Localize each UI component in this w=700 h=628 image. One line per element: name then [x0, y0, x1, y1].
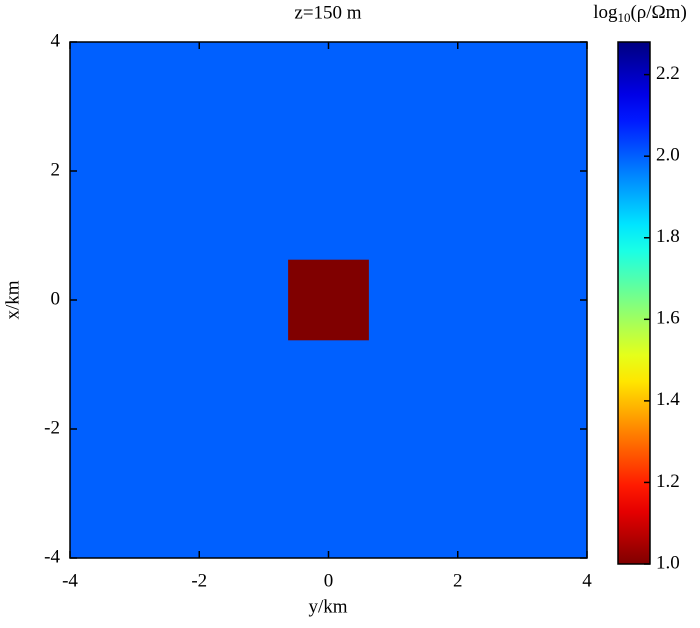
x-tick-label: 0: [324, 570, 334, 591]
y-tick-label: 4: [51, 30, 61, 51]
x-axis-label: y/km: [308, 596, 347, 617]
y-tick-label: 0: [51, 288, 61, 309]
y-tick-label: -2: [44, 417, 60, 438]
colorbar-tick-label: 2.2: [656, 63, 680, 84]
x-tick-label: 2: [453, 570, 463, 591]
colorbar-tick-label: 1.6: [656, 308, 680, 329]
colorbar-tick-label: 1.2: [656, 471, 680, 492]
colorbar-tick-label: 2.0: [656, 145, 680, 166]
colorbar-label-part: 10: [617, 10, 630, 25]
y-axis-label: x/km: [2, 280, 23, 319]
colorbar-tick-label: 1.0: [656, 552, 680, 573]
x-tick-label: -2: [191, 570, 207, 591]
colorbar-tick-label: 1.4: [656, 389, 680, 410]
x-tick-label: 4: [582, 570, 592, 591]
plot-area: [70, 42, 587, 558]
colorbar-label-part: (ρ/Ωm): [630, 2, 686, 23]
x-tick-label: -4: [62, 570, 78, 591]
colorbar-label-part: log: [593, 2, 618, 23]
colorbar: [617, 41, 651, 565]
colorbar-label: log10(ρ/Ωm): [593, 2, 687, 25]
chart-title: z=150 m: [294, 2, 361, 23]
heatmap-cell: [288, 259, 369, 341]
colorbar-tick-label: 1.8: [656, 226, 680, 247]
y-tick-label: -4: [44, 546, 60, 567]
y-tick-label: 2: [51, 159, 61, 180]
